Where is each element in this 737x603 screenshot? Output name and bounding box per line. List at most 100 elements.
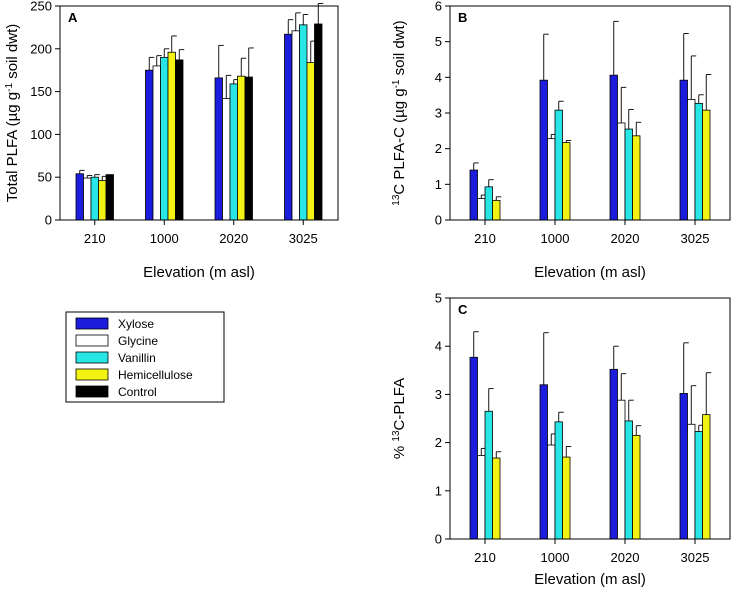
panel-c-bar-vanillin-3025 [694, 431, 703, 540]
panel-b-y-label-sup: -1 [391, 79, 402, 88]
panel-b-y-tick-label: 4 [435, 70, 442, 85]
panel-b-letter: B [458, 10, 467, 25]
panel-c-bar-hemicellulose-210 [492, 457, 501, 540]
panel-a-y-label-sup: -1 [4, 83, 15, 92]
panel-a-bar-hemicellulose-210 [98, 180, 107, 221]
legend-swatch-vanillin [75, 351, 109, 364]
panel-a-bar-xylose-1000 [145, 69, 154, 221]
panel-c-bar-xylose-1000 [539, 384, 548, 540]
panel-a-bar-hemicellulose-2020 [237, 75, 246, 221]
panel-a-bar-control-2020 [244, 76, 253, 221]
panel-a-bar-glycine-3025 [291, 30, 300, 221]
panel-c-bar-vanillin-2020 [624, 420, 633, 540]
panel-a-x-tick-label: 2020 [219, 231, 248, 246]
legend-swatch-xylose [75, 317, 109, 330]
panel-c-bar-glycine-1000 [547, 444, 556, 540]
panel-c-letter: C [458, 302, 468, 317]
chart-panel-b: 0 1 2 3 4 5 6 210 1000 2020 3025 B Elevation (m asl)… [391, 0, 731, 281]
panel-a-bar-control-210 [105, 174, 114, 221]
panel-b-bar-glycine-210 [477, 198, 486, 221]
panel-a-bar-xylose-3025 [284, 33, 293, 221]
panel-c-x-tick-label: 2020 [611, 550, 640, 565]
legend: Xylose Glycine Vanillin Hemicellulose Contro… [65, 311, 225, 403]
panel-b-y-label-text: C PLFA-C (µg g [391, 88, 408, 194]
panel-a-x-axis-label: Elevation (m asl) [143, 264, 255, 281]
panel-b-bar-xylose-1000 [539, 79, 548, 221]
panel-b-bar-vanillin-2020 [624, 128, 633, 221]
panel-b-y-tick-label: 1 [435, 177, 442, 192]
panel-b-x-tick-label: 1000 [541, 231, 570, 246]
panel-a-bar-vanillin-3025 [299, 24, 308, 221]
panel-b-y-tick-label: 0 [435, 213, 442, 228]
panel-a-bar-vanillin-1000 [160, 56, 169, 221]
panel-a-bar-glycine-2020 [222, 98, 231, 221]
panel-b-x-tick-label: 2020 [611, 231, 640, 246]
panel-b-x-tick-label: 3025 [681, 231, 710, 246]
chart-panel-a: 0 50 100 150 200 250 210 1000 2020 3025 A Elevation… [4, 0, 339, 281]
panel-a-y-axis-label: Total PLFA (µg g-1 soil dwt) [4, 24, 22, 202]
panel-c-y-tick-label: 5 [435, 291, 442, 306]
panel-a-y-tick-label: 0 [45, 213, 52, 228]
panel-b-y-label-sup-pre: 13 [391, 194, 402, 206]
panel-b-bar-vanillin-210 [484, 186, 493, 221]
panel-c-bar-hemicellulose-3025 [702, 414, 711, 540]
panel-c-bar-glycine-2020 [617, 399, 626, 540]
panel-a-y-tick-label: 150 [30, 84, 52, 99]
panel-c-bar-glycine-210 [477, 455, 486, 540]
panel-a-y-tick-label: 250 [30, 0, 52, 14]
panel-b-bar-xylose-3025 [679, 79, 688, 221]
panel-a-bar-hemicellulose-1000 [167, 51, 176, 221]
panel-a-bar-glycine-210 [83, 177, 92, 221]
panel-a-bar-control-1000 [175, 59, 184, 221]
panel-b-bar-hemicellulose-3025 [702, 109, 711, 221]
panel-c-x-tick-label: 3025 [681, 550, 710, 565]
panel-b-y-tick-label: 5 [435, 34, 442, 49]
panel-b-y-tick-label: 6 [435, 0, 442, 14]
panel-b-y-tick-label: 3 [435, 106, 442, 121]
panel-a-y-label-suffix: soil dwt) [4, 24, 21, 83]
panel-a-bar-xylose-210 [75, 173, 84, 221]
panel-a-x-tick-label: 1000 [150, 231, 179, 246]
panel-b-bar-xylose-2020 [609, 74, 618, 221]
panel-a-bar-hemicellulose-3025 [306, 62, 315, 221]
legend-label-control: Control [118, 385, 157, 399]
panel-c-bar-vanillin-210 [484, 410, 493, 540]
panel-a-bar-control-3025 [314, 23, 323, 221]
panel-a-bar-glycine-1000 [152, 65, 161, 221]
panel-a-y-label-text: Total PLFA (µg g [4, 92, 21, 202]
panel-c-bar-vanillin-1000 [554, 421, 563, 540]
panel-a-letter: A [68, 10, 78, 25]
panel-c-x-tick-label: 1000 [541, 550, 570, 565]
panel-c-y-axis-label: % 13C-PLFA [391, 378, 409, 459]
panel-c-plot-frame [449, 297, 731, 540]
panel-c-bar-glycine-3025 [687, 423, 696, 540]
panel-c-y-tick-label: 2 [435, 435, 442, 450]
legend-label-vanillin: Vanillin [118, 351, 156, 365]
panel-c-y-tick-label: 4 [435, 339, 442, 354]
panel-c-y-tick-label: 3 [435, 387, 442, 402]
panel-a-x-tick-label: 3025 [289, 231, 318, 246]
panel-c-bar-hemicellulose-2020 [632, 434, 641, 540]
panel-a-bar-vanillin-210 [90, 176, 99, 221]
panel-b-bar-hemicellulose-210 [492, 199, 501, 221]
legend-label-hemicellulose: Hemicellulose [118, 368, 193, 382]
panel-b-bar-hemicellulose-2020 [632, 135, 641, 221]
legend-swatch-control [75, 385, 109, 398]
panel-c-y-label-sup: 13 [391, 430, 402, 442]
panel-c-y-label-text: % [391, 442, 408, 460]
panel-b-bar-hemicellulose-1000 [562, 142, 571, 221]
panel-c-bar-xylose-3025 [679, 393, 688, 540]
panel-b-y-label-suffix: soil dwt) [391, 20, 408, 79]
panel-c-y-tick-label: 0 [435, 532, 442, 547]
panel-c-x-axis-label: Elevation (m asl) [534, 571, 646, 588]
panel-b-x-tick-label: 210 [474, 231, 496, 246]
panel-b-bar-glycine-1000 [547, 138, 556, 221]
panel-c-y-tick-label: 1 [435, 483, 442, 498]
panel-a-plot-frame [59, 5, 339, 221]
panel-c-bar-hemicellulose-1000 [562, 456, 571, 540]
panel-b-bar-vanillin-1000 [554, 109, 563, 221]
panel-a-bar-xylose-2020 [214, 77, 223, 221]
panel-b-y-tick-label: 2 [435, 141, 442, 156]
panel-b-y-axis-label: 13C PLFA-C (µg g-1 soil dwt) [391, 20, 409, 205]
